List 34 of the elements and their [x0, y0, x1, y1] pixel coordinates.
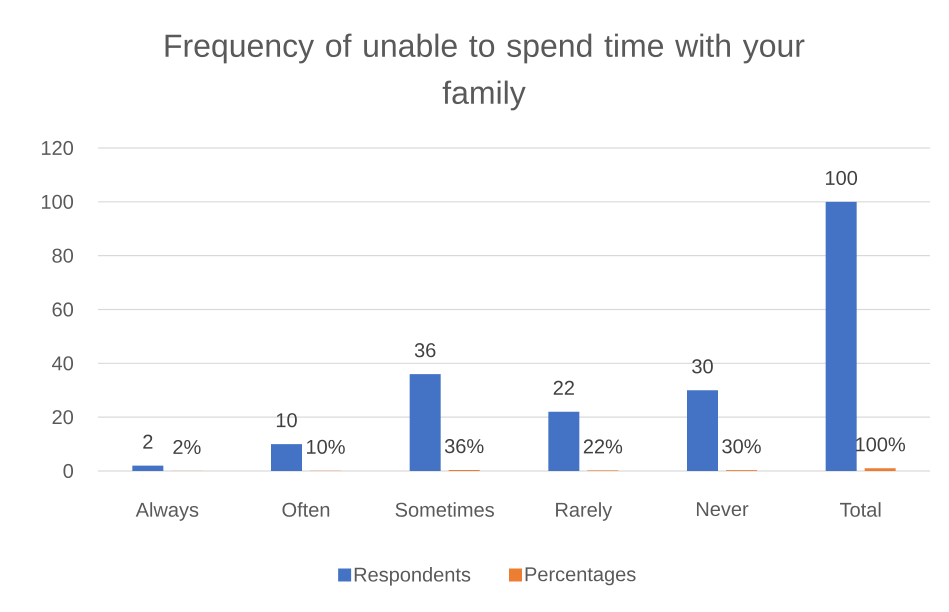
bar — [687, 390, 718, 471]
y-tick-label: 20 — [52, 410, 74, 424]
x-tick-label: Total — [840, 502, 880, 517]
y-tick-label: 60 — [52, 302, 74, 317]
data-label: 10 — [276, 413, 297, 428]
x-tick-label: Often — [282, 502, 330, 517]
bar — [864, 468, 896, 471]
x-tick-label: Sometimes — [396, 502, 494, 517]
x-tick-label: Rarely — [556, 502, 612, 521]
data-label: 36 — [414, 343, 436, 358]
chart-title: Frequency of unable to spend time with your family — [166, 34, 804, 110]
x-tick-label: Always — [136, 502, 198, 521]
bar — [132, 466, 164, 471]
data-label: 10% — [307, 440, 345, 454]
y-tick-label: 120 — [42, 140, 74, 156]
y-tick-label: 0 — [63, 464, 74, 478]
data-label: 22 — [554, 380, 574, 395]
y-tick-label: 100 — [42, 194, 74, 209]
data-label: 30% — [722, 439, 761, 454]
data-label: 2% — [173, 440, 201, 454]
data-label: 22% — [584, 439, 622, 454]
bar — [826, 202, 857, 471]
bar — [548, 412, 580, 471]
y-tick-label: 40 — [52, 356, 74, 370]
legend-label: Respondents — [354, 567, 470, 586]
y-tick-label: 80 — [52, 248, 74, 263]
data-label: 36% — [444, 439, 484, 454]
bar — [271, 444, 302, 471]
legend-label: Percentages — [526, 567, 636, 586]
data-label: 100 — [826, 170, 858, 186]
data-label: 30 — [692, 359, 713, 374]
x-tick-label: Never — [696, 502, 748, 516]
bar — [410, 374, 441, 471]
data-label: 2 — [143, 434, 152, 449]
